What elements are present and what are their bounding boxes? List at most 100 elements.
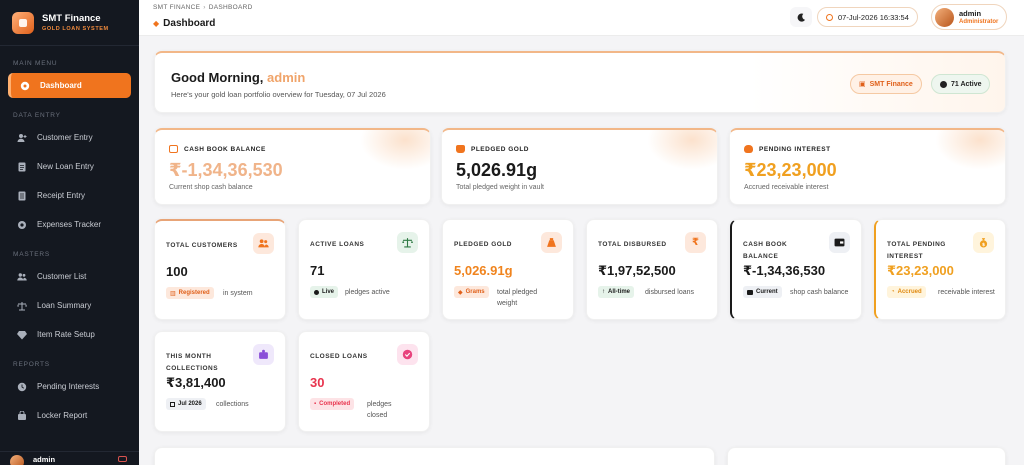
users-icon (16, 271, 27, 282)
stat-card-title: TOTAL PENDING INTEREST (887, 241, 946, 260)
stat-card-cash-book-balance[interactable]: CASH BOOK BALANCE ₹-1,34,36,530 Current … (730, 219, 862, 320)
summary-card-label: CASH BOOK BALANCE (169, 145, 266, 153)
brand-subtitle: GOLD LOAN SYSTEM (42, 26, 109, 32)
sidebar-item-locker-report[interactable]: Locker Report (8, 403, 131, 428)
summary-card-caption: Current shop cash balance (169, 184, 253, 191)
wallet-icon (829, 232, 850, 253)
sidebar-item-receipt-entry[interactable]: Receipt Entry (8, 183, 131, 208)
sidebar: SMT Finance GOLD LOAN SYSTEM MAIN MENU D… (0, 0, 139, 465)
page-title-text: Dashboard (163, 18, 216, 29)
stat-card-value: ₹1,97,52,500 (598, 263, 676, 278)
stat-card-note: collections (216, 401, 249, 408)
gem-icon (16, 329, 27, 340)
stat-card-value: 5,026.91g (454, 263, 513, 278)
rupee-icon: ₹ (685, 232, 706, 253)
nav-section-masters: MASTERS (13, 251, 51, 258)
stat-card-month-collections[interactable]: THIS MONTH COLLECTIONS ₹3,81,400 Jul 202… (154, 331, 286, 432)
badge-label: Completed (319, 401, 351, 407)
sidebar-item-label: Pending Interests (37, 382, 100, 391)
badge-label: Registered (178, 290, 210, 296)
greeting-user-name: admin (267, 70, 306, 85)
sidebar-item-pending-interests[interactable]: Pending Interests (8, 374, 131, 399)
brand-logo-icon (12, 11, 34, 34)
org-pill: ▣ SMT Finance (850, 74, 922, 94)
page-title: ◆ Dashboard (153, 18, 215, 29)
clock-icon (16, 381, 27, 392)
arrow-up-icon: ↑ (602, 289, 605, 295)
breadcrumb-item[interactable]: SMT FINANCE (153, 4, 201, 11)
money-bag-icon: $ (973, 232, 994, 253)
status-badge: Current (743, 286, 782, 298)
avatar (10, 454, 24, 465)
wallet-icon (747, 289, 753, 295)
nav-section-reports: REPORTS (13, 361, 50, 368)
building-icon: ▥ (170, 290, 176, 297)
sidebar-item-loan-summary[interactable]: Loan Summary (8, 293, 131, 318)
stat-card-title: PLEDGED GOLD (454, 241, 513, 248)
summary-card-caption: Accrued receivable interest (744, 184, 829, 191)
stat-card-value: 71 (310, 263, 325, 278)
stat-card-note: in system (223, 290, 253, 297)
calendar-icon (170, 401, 175, 407)
stat-card-pledged-gold[interactable]: PLEDGED GOLD 5,026.91g ◆ Grams total pled… (442, 219, 574, 320)
stat-card-note: pledges active (345, 289, 390, 296)
sidebar-item-expenses-tracker[interactable]: Expenses Tracker (8, 212, 131, 237)
summary-card-cash-book[interactable]: CASH BOOK BALANCE ₹-1,34,36,530 Current … (154, 128, 431, 205)
summary-card-pending-interest[interactable]: PENDING INTEREST ₹23,23,000 Accrued rece… (729, 128, 1006, 205)
summary-card-caption: Total pledged weight in vault (456, 184, 544, 191)
receipt-icon (16, 190, 27, 201)
card-glow (360, 130, 430, 170)
stat-card-closed-loans[interactable]: CLOSED LOANS 30 ▪ Completed pledges close… (298, 331, 430, 432)
main-content: Good Morning, admin Here's your gold loa… (139, 37, 1024, 465)
stat-card-note: total pledged weight (497, 289, 538, 307)
chevron-right-icon: › (203, 4, 206, 11)
sidebar-item-customer-list[interactable]: Customer List (8, 264, 131, 289)
org-pill-label: SMT Finance (869, 80, 913, 88)
collections-icon (253, 344, 274, 365)
summary-card-pledged-gold[interactable]: PLEDGED GOLD 5,026.91g Total pledged wei… (441, 128, 718, 205)
sidebar-item-item-rate-setup[interactable]: Item Rate Setup (8, 322, 131, 347)
sidebar-item-dashboard[interactable]: Dashboard (8, 73, 131, 98)
gem-icon: ◆ (153, 19, 160, 28)
status-badge: ▥ Registered (166, 287, 214, 299)
clock-icon (826, 13, 833, 21)
sidebar-user[interactable]: admin (0, 451, 139, 465)
stat-card-title: TOTAL CUSTOMERS (166, 242, 238, 249)
status-badge: ▪ Completed (310, 398, 355, 410)
live-dot-icon (314, 289, 319, 295)
stat-card-value: 100 (166, 264, 188, 279)
brand-title: SMT Finance (42, 13, 101, 24)
stat-card-title: CASH BOOK BALANCE (743, 241, 788, 260)
user-menu[interactable]: admin Administrator (931, 4, 1007, 30)
users-icon (253, 233, 274, 254)
expense-icon (16, 219, 27, 230)
sidebar-item-new-loan-entry[interactable]: New Loan Entry (8, 154, 131, 179)
user-name: admin (959, 9, 982, 18)
stat-card-total-disbursed[interactable]: TOTAL DISBURSED ₹ ₹1,97,52,500 ↑ All-time… (586, 219, 718, 320)
gem-icon: ◆ (458, 289, 463, 296)
summary-card-value: 5,026.91g (456, 160, 538, 180)
sidebar-item-label: Dashboard (40, 81, 82, 90)
sidebar-item-label: Item Rate Setup (37, 330, 95, 339)
logout-icon[interactable] (118, 456, 127, 462)
stat-card-total-pending-interest[interactable]: TOTAL PENDING INTEREST $ ₹23,23,000 ◔ Acc… (874, 219, 1006, 320)
check-icon (397, 344, 418, 365)
sidebar-item-customer-entry[interactable]: Customer Entry (8, 125, 131, 150)
avatar (935, 7, 954, 27)
breadcrumb-item: DASHBOARD (208, 4, 253, 11)
brand[interactable]: SMT Finance GOLD LOAN SYSTEM (0, 0, 139, 46)
theme-toggle-button[interactable] (790, 7, 812, 27)
stat-card-active-loans[interactable]: ACTIVE LOANS 71 Live pledges active (298, 219, 430, 320)
stat-card-total-customers[interactable]: TOTAL CUSTOMERS 100 ▥ Registered in syste… (154, 219, 286, 320)
active-pill-label: 71 Active (951, 80, 982, 88)
moon-icon (797, 13, 805, 22)
summary-card-value: ₹23,23,000 (744, 160, 837, 180)
summary-card-label: PLEDGED GOLD (456, 145, 529, 153)
status-badge: Jul 2026 (166, 398, 206, 410)
sidebar-item-label: Expenses Tracker (37, 220, 102, 229)
badge-label: All-time (608, 289, 631, 295)
welcome-subtitle: Here's your gold loan portfolio overview… (171, 90, 386, 99)
bottom-panel-left (154, 447, 715, 465)
stat-card-title: THIS MONTH COLLECTIONS (166, 353, 219, 372)
stat-card-note: receivable interest (938, 289, 995, 296)
